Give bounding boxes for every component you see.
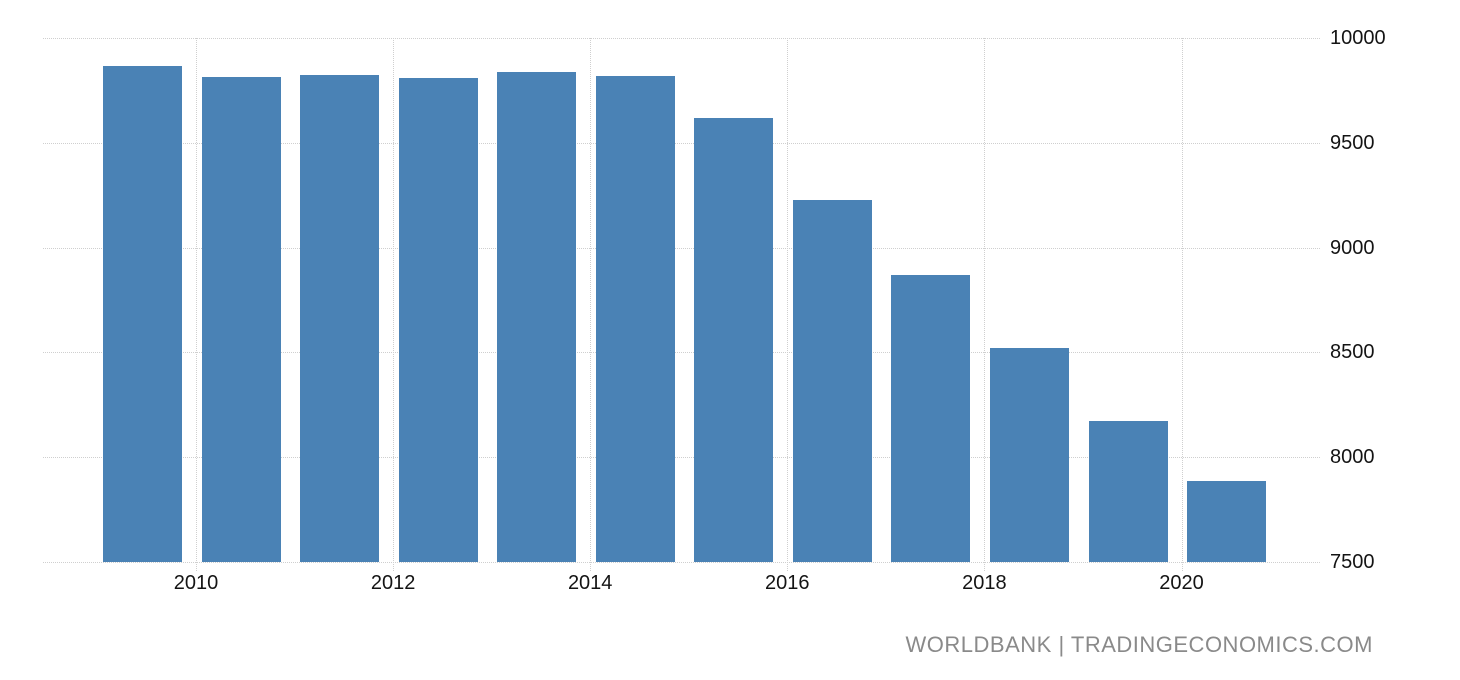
h-gridline-8500 (43, 352, 1320, 354)
v-gridline-2014 (590, 38, 592, 571)
bar-2010[interactable] (201, 77, 281, 562)
y-tick-label-8000: 8000 (1330, 446, 1375, 469)
h-gridline-8000 (43, 457, 1320, 459)
v-gridline-2012 (393, 38, 395, 571)
bar-2015[interactable] (694, 118, 774, 562)
bar-2019[interactable] (1088, 420, 1168, 562)
v-gridline-2018 (984, 38, 986, 571)
v-gridline-2020 (1181, 38, 1183, 571)
bar-2009[interactable] (103, 66, 182, 562)
y-tick-label-8500: 8500 (1330, 341, 1375, 364)
bar-2012[interactable] (398, 77, 478, 562)
bar-2020[interactable] (1187, 480, 1267, 562)
y-tick-label-10000: 10000 (1330, 27, 1386, 49)
x-tick-label-2018: 2018 (962, 572, 1007, 594)
h-gridline-10000 (43, 38, 1320, 39)
plot-area (43, 38, 1320, 571)
x-tick-label-2010: 2010 (173, 572, 219, 594)
x-tick-label-2016: 2016 (765, 572, 810, 594)
y-tick-label-9500: 9500 (1330, 131, 1375, 154)
h-gridline-9000 (43, 247, 1320, 249)
v-gridline-2016 (787, 38, 789, 571)
bar-2014[interactable] (595, 75, 675, 562)
x-axis-line (43, 562, 1320, 563)
bar-2011[interactable] (300, 75, 380, 562)
bar-2018[interactable] (989, 348, 1069, 562)
x-tick-label-2012: 2012 (370, 572, 416, 594)
y-tick-label-9000: 9000 (1330, 236, 1375, 259)
h-gridline-9500 (43, 142, 1320, 144)
bar-2013[interactable] (497, 72, 577, 562)
y-tick-label-7500: 7500 (1330, 551, 1375, 573)
x-tick-label-2014: 2014 (567, 572, 613, 594)
bar-2016[interactable] (792, 199, 872, 562)
v-gridline-2010 (196, 38, 197, 571)
watermark: WORLDBANK | TRADINGECONOMICS.COM (905, 632, 1373, 657)
bar-2017[interactable] (891, 275, 971, 562)
x-tick-label-2020: 2020 (1159, 572, 1204, 594)
